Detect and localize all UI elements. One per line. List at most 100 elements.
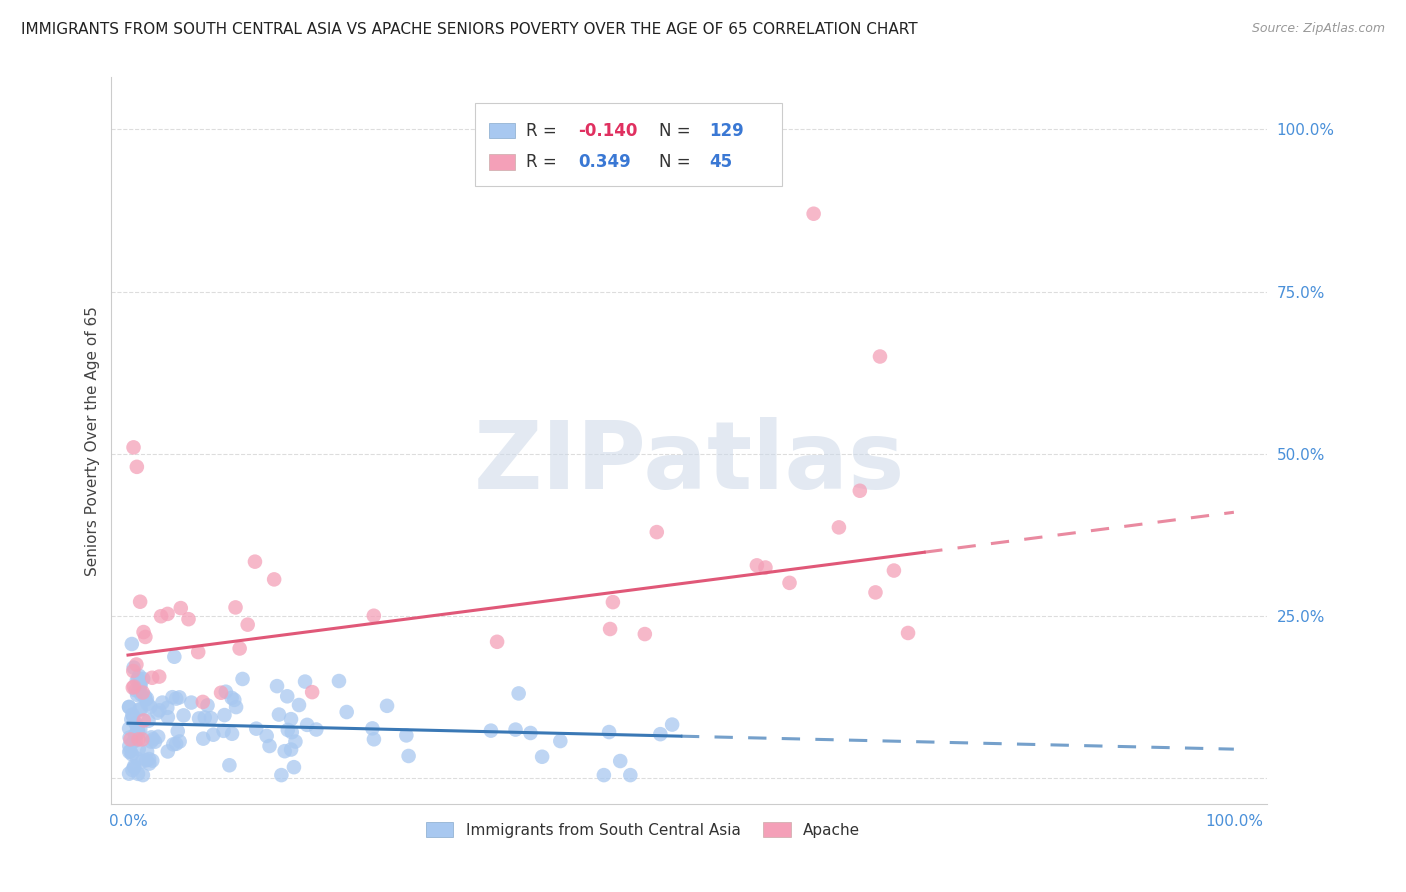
Point [132, 625, 155, 640]
Point [256, 729, 278, 743]
Point [135, 753, 157, 767]
Point [156, 607, 179, 621]
Point [146, 706, 169, 720]
Point [283, 760, 305, 774]
Point [865, 585, 887, 599]
Point [180, 696, 202, 710]
Point [228, 641, 250, 656]
Point [124, 728, 146, 742]
Point [609, 754, 631, 768]
Point [127, 723, 149, 737]
Point [200, 711, 222, 725]
Point [745, 558, 768, 573]
Point [645, 525, 668, 540]
Point [531, 749, 554, 764]
Point [170, 601, 193, 615]
Point [125, 732, 148, 747]
Point [214, 708, 236, 723]
Point [232, 672, 254, 686]
Point [120, 732, 142, 747]
Point [136, 744, 159, 758]
Point [132, 685, 155, 699]
Point [754, 560, 776, 574]
Point [138, 756, 160, 771]
Point [177, 612, 200, 626]
Point [132, 714, 155, 728]
Point [897, 626, 920, 640]
Point [375, 698, 398, 713]
Point [169, 690, 191, 705]
Point [156, 710, 179, 724]
Point [141, 731, 163, 745]
Point [129, 688, 152, 702]
Point [486, 635, 509, 649]
Point [849, 483, 872, 498]
Point [599, 622, 621, 636]
Point [266, 679, 288, 693]
Point [779, 575, 801, 590]
Point [125, 673, 148, 688]
Point [267, 707, 290, 722]
Point [118, 700, 141, 714]
Point [127, 726, 149, 740]
Point [129, 679, 152, 693]
Point [128, 669, 150, 683]
Point [187, 645, 209, 659]
Text: -0.140: -0.140 [578, 121, 638, 139]
Point [125, 657, 148, 672]
Point [128, 677, 150, 691]
Point [128, 742, 150, 756]
FancyBboxPatch shape [475, 103, 782, 186]
Point [301, 685, 323, 699]
Point [150, 609, 173, 624]
Point [634, 627, 657, 641]
Point [224, 693, 246, 707]
Point [166, 724, 188, 739]
Point [142, 732, 165, 747]
Point [128, 702, 150, 716]
Point [188, 711, 211, 725]
Point [508, 686, 530, 700]
Point [150, 696, 173, 710]
Point [363, 732, 385, 747]
FancyBboxPatch shape [489, 154, 515, 170]
Point [395, 728, 418, 742]
Point [129, 723, 152, 737]
Point [148, 703, 170, 717]
Point [197, 698, 219, 713]
Point [165, 737, 187, 751]
Point [136, 697, 159, 711]
Text: ZIPatlas: ZIPatlas [474, 417, 905, 508]
Point [361, 722, 384, 736]
Text: 129: 129 [709, 121, 744, 139]
Point [281, 725, 304, 739]
Point [202, 728, 225, 742]
Point [193, 731, 215, 746]
Point [328, 673, 350, 688]
Point [148, 730, 170, 744]
Point [163, 649, 186, 664]
Point [363, 608, 385, 623]
Point [134, 630, 156, 644]
Point [121, 747, 143, 762]
Point [129, 702, 152, 716]
Point [162, 690, 184, 705]
Point [245, 722, 267, 736]
Point [122, 760, 145, 774]
Point [215, 684, 238, 698]
Point [122, 680, 145, 694]
Point [828, 520, 851, 534]
Point [122, 759, 145, 773]
Point [125, 683, 148, 698]
Point [225, 700, 247, 714]
Text: R =: R = [526, 153, 562, 171]
Text: IMMIGRANTS FROM SOUTH CENTRAL ASIA VS APACHE SENIORS POVERTY OVER THE AGE OF 65 : IMMIGRANTS FROM SOUTH CENTRAL ASIA VS AP… [21, 22, 918, 37]
Point [479, 723, 502, 738]
Point [127, 751, 149, 765]
Point [284, 734, 307, 748]
Point [165, 691, 187, 706]
Point [127, 671, 149, 685]
FancyBboxPatch shape [489, 122, 515, 138]
Point [138, 714, 160, 728]
Y-axis label: Seniors Poverty Over the Age of 65: Seniors Poverty Over the Age of 65 [86, 306, 100, 576]
